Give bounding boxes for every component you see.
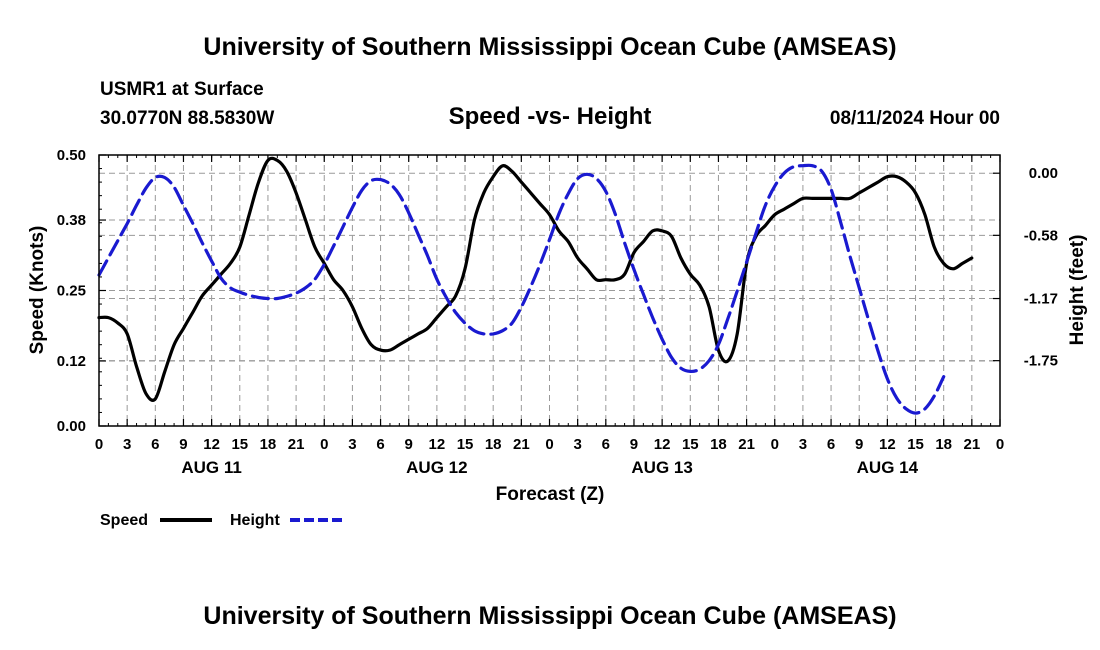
x-tick-label: 12	[879, 436, 896, 453]
y-tick-label: 0.38	[57, 212, 86, 229]
x-tick-label: 0	[771, 436, 779, 453]
y-axis-title: Speed (Knots)	[27, 226, 48, 355]
x-tick-label: 21	[964, 436, 981, 453]
grid-lines	[99, 155, 1000, 426]
station-label: USMR1 at Surface	[100, 79, 264, 100]
x-tick-label: 15	[457, 436, 474, 453]
x-tick-label: 18	[260, 436, 277, 453]
x-tick-label: 15	[907, 436, 924, 453]
series-line-speed	[97, 156, 974, 402]
plot-frame	[98, 154, 1001, 427]
x-tick-label: 0	[545, 436, 553, 453]
y2-tick-label: -1.75	[1024, 353, 1058, 370]
day-label: AUG 12	[406, 458, 467, 477]
x-tick-label: 6	[602, 436, 610, 453]
x-tick-label: 3	[799, 436, 807, 453]
legend-label-height: Height	[230, 512, 280, 529]
y-tick-label: 0.50	[57, 147, 86, 164]
y2-axis-title: Height (feet)	[1067, 235, 1088, 346]
x-tick-label: 21	[738, 436, 755, 453]
x-tick-label: 15	[682, 436, 699, 453]
x-tick-label: 3	[573, 436, 581, 453]
day-label: AUG 11	[181, 458, 241, 477]
day-label: AUG 13	[631, 458, 692, 477]
y-tick-label: 0.25	[57, 283, 86, 300]
x-axis-tick-labels: 0 3 6 9 12 15 18 21 0 3 6 9 12 15 18 21 0 3 6 9 12 15 18 21 0 3 6 9…	[95, 436, 1004, 453]
x-tick-label: 12	[203, 436, 220, 453]
chart-title-bottom: University of Southern Mississippi Ocean…	[203, 602, 896, 630]
legend-label-speed: Speed	[100, 512, 148, 529]
y2-axis-tick-labels: 0.00 -0.58 -1.17 -1.75	[1024, 165, 1058, 369]
x-tick-label: 6	[827, 436, 835, 453]
x-tick-label: 18	[935, 436, 952, 453]
x-tick-label: 9	[179, 436, 187, 453]
x-axis-title: Forecast (Z)	[496, 484, 605, 505]
x-tick-label: 15	[231, 436, 248, 453]
forecast-date: 08/11/2024 Hour 00	[830, 108, 1000, 129]
y-tick-label: 0.12	[57, 353, 86, 370]
x-tick-label: 3	[123, 436, 131, 453]
y2-tick-label: -0.58	[1024, 227, 1058, 244]
x-tick-label: 21	[513, 436, 530, 453]
x-tick-label: 6	[151, 436, 159, 453]
x-tick-label: 9	[855, 436, 863, 453]
series-lines	[97, 156, 974, 415]
day-label: AUG 14	[857, 458, 919, 477]
x-tick-label: 12	[654, 436, 671, 453]
chart-subtitle: Speed -vs- Height	[449, 103, 652, 130]
y2-tick-label: 0.00	[1029, 165, 1058, 182]
x-tick-label: 0	[996, 436, 1004, 453]
x-tick-label: 0	[95, 436, 103, 453]
legend: Speed Height	[100, 512, 342, 529]
day-labels: AUG 11 AUG 12 AUG 13 AUG 14	[181, 458, 918, 477]
x-tick-label: 3	[348, 436, 356, 453]
x-tick-label: 18	[710, 436, 727, 453]
y2-tick-label: -1.17	[1024, 291, 1058, 308]
x-tick-label: 12	[429, 436, 446, 453]
y-axis-tick-labels: 0.00 0.12 0.25 0.38 0.50	[57, 147, 86, 435]
y-tick-label: 0.00	[57, 418, 86, 435]
chart-title-top: University of Southern Mississippi Ocean…	[203, 33, 896, 61]
x-tick-label: 0	[320, 436, 328, 453]
x-tick-label: 6	[376, 436, 384, 453]
x-tick-label: 18	[485, 436, 502, 453]
coordinates-label: 30.0770N 88.5830W	[100, 108, 274, 129]
x-tick-label: 9	[630, 436, 638, 453]
x-tick-label: 21	[288, 436, 305, 453]
series-line-height	[97, 163, 946, 415]
x-tick-label: 9	[405, 436, 413, 453]
